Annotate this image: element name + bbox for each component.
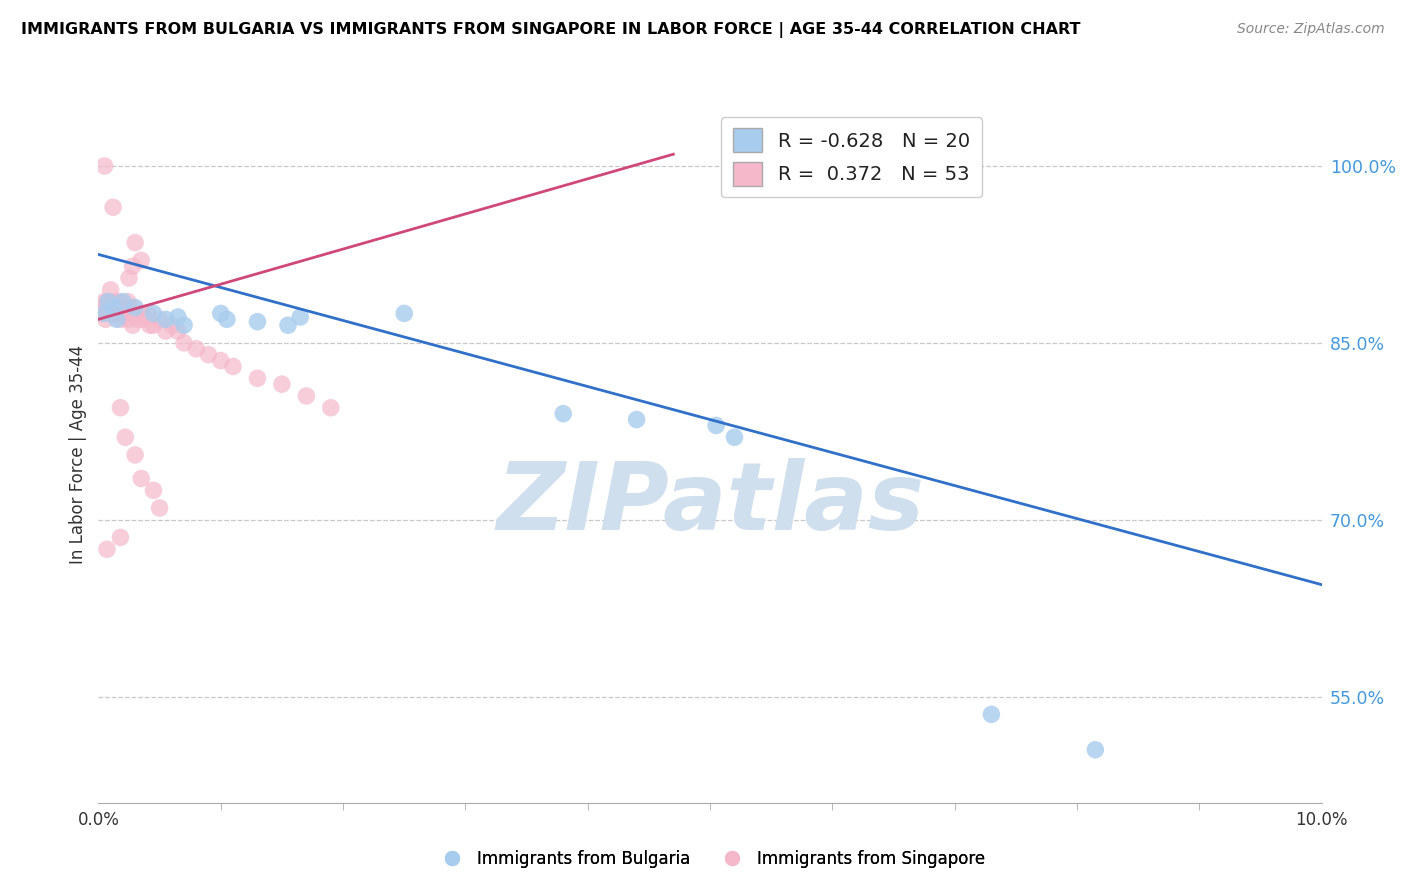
Point [110,531,132,545]
Point [246,371,269,385]
Point [91,306,114,320]
Point [110,306,132,320]
Point [139,318,162,333]
Point [103,294,125,309]
Y-axis label: In Labor Force | Age 35-44: In Labor Force | Age 35-44 [69,345,87,565]
Point [246,315,269,329]
Point [209,353,232,368]
Point [120,306,142,320]
Point [173,335,195,350]
Point [96,294,118,309]
Point [96,542,118,557]
Point [97,301,120,315]
Point [105,312,128,326]
Point [100,283,122,297]
Point [155,324,177,338]
Point [142,318,165,333]
Point [704,418,727,433]
Point [222,359,245,374]
Point [136,306,159,320]
Point [100,301,122,315]
Point [124,301,146,315]
Point [723,430,745,444]
Point [104,306,127,320]
Point [97,294,120,309]
Point [167,310,190,324]
Text: ZIPatlas: ZIPatlas [496,458,924,549]
Point [160,318,183,333]
Point [111,312,134,326]
Point [392,306,416,320]
Point [142,483,165,498]
Point [101,301,124,315]
Point [111,294,134,309]
Point [107,306,129,320]
Point [270,377,294,392]
Point [115,306,138,320]
Point [277,318,299,333]
Point [120,301,142,315]
Point [127,312,149,326]
Point [1084,743,1107,757]
Point [118,312,141,326]
Point [121,259,143,273]
Point [149,312,172,326]
Point [132,312,155,326]
Point [114,430,136,444]
Point [98,306,121,320]
Point [111,301,134,315]
Point [129,306,152,320]
Point [101,200,124,214]
Point [118,271,141,285]
Point [93,306,115,320]
Point [124,306,146,320]
Point [108,294,131,309]
Point [155,312,177,326]
Text: Source: ZipAtlas.com: Source: ZipAtlas.com [1237,22,1385,37]
Point [124,448,146,462]
Point [553,407,575,421]
Point [117,294,139,309]
Point [112,306,135,320]
Point [167,324,190,338]
Point [91,301,114,315]
Point [101,301,124,315]
Point [197,348,219,362]
Legend: Immigrants from Bulgaria, Immigrants from Singapore: Immigrants from Bulgaria, Immigrants fro… [429,843,991,874]
Point [980,707,1002,722]
Point [93,294,115,309]
Point [129,253,152,268]
Point [626,412,648,426]
Point [142,306,165,320]
Point [173,318,195,333]
Point [209,306,232,320]
Point [110,401,132,415]
Point [186,342,208,356]
Point [295,389,318,403]
Point [105,301,128,315]
Point [149,500,172,515]
Point [121,318,143,333]
Point [114,301,136,315]
Point [93,159,115,173]
Point [129,471,152,485]
Text: IMMIGRANTS FROM BULGARIA VS IMMIGRANTS FROM SINGAPORE IN LABOR FORCE | AGE 35-44: IMMIGRANTS FROM BULGARIA VS IMMIGRANTS F… [21,22,1081,38]
Point [920,141,942,155]
Point [319,401,342,415]
Point [101,306,124,320]
Point [290,310,312,324]
Point [215,312,238,326]
Point [94,312,117,326]
Point [124,235,146,250]
